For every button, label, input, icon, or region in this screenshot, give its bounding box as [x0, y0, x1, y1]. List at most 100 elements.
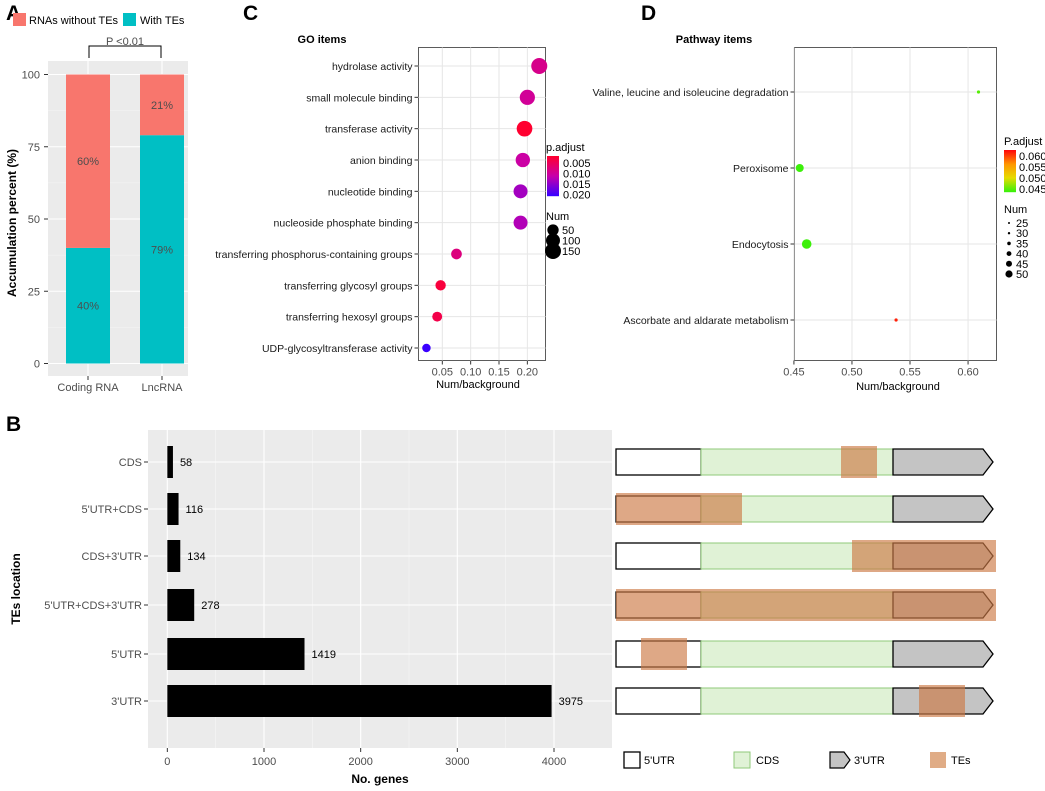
colorbar-slice: [1004, 154, 1016, 156]
data-point: [516, 120, 533, 137]
bar-data-label: 60%: [77, 156, 99, 168]
x-tick-label: 0.10: [460, 367, 481, 379]
colorbar-slice: [1004, 191, 1016, 193]
y-tick-label: CDS+3'UTR: [82, 551, 143, 563]
data-point: [513, 184, 528, 199]
y-tick-label: 5'UTR+CDS+3'UTR: [44, 600, 142, 612]
colorbar-slice: [1004, 181, 1016, 183]
colorbar-slice: [1004, 160, 1016, 162]
bars-b: 58 116 134 278 1419 3975: [167, 446, 583, 717]
colorbar-slice: [1004, 157, 1016, 159]
data-point: [976, 90, 981, 94]
colorbar-tick-label: 0.020: [563, 190, 591, 202]
size-legend-dot: [544, 242, 562, 260]
bar-segment: [140, 74, 184, 136]
panel-c: C GO items 0.05 0.10 0.15 0.20 hydrolase act…: [215, 2, 590, 391]
te-overlay: [616, 493, 742, 525]
colorbar-slice: [1004, 189, 1016, 191]
data-point: [451, 248, 462, 260]
panel-label-c: C: [243, 2, 258, 25]
colorbar-slice: [1004, 171, 1016, 173]
axes-d: 0.45 0.50 0.55 0.60 Valine, leucine and isol…: [593, 87, 979, 379]
colorbar-slice: [547, 167, 559, 169]
colorbar-slice: [547, 157, 559, 159]
colorbar-slice: [1004, 166, 1016, 168]
colorbar-slice: [1004, 169, 1016, 171]
utr3-segment: [892, 495, 994, 523]
y-tick-label: UDP-glycosyltransferase activity: [262, 343, 413, 355]
bar: [167, 493, 179, 525]
bar-data-label: 3975: [559, 696, 583, 708]
colorbar-slice: [1004, 174, 1016, 176]
y-tick-label: 5'UTR+CDS: [82, 504, 142, 516]
gene-legend: 5'UTR CDS 3'UTR TEs: [623, 751, 971, 769]
x-tick-label: 4000: [542, 756, 566, 768]
points-c: [422, 57, 548, 353]
bar-data-label: 278: [201, 600, 219, 612]
size-legend-label: 150: [562, 246, 580, 258]
te-overlay: [616, 589, 996, 621]
size-legend-label: 50: [562, 225, 574, 237]
y-tick-label: 25: [28, 286, 40, 298]
colorbar-slice: [1004, 180, 1016, 182]
bar-data-label: 21%: [151, 100, 173, 112]
utr5-segment: [615, 542, 702, 570]
colorbar-slice: [1004, 155, 1016, 157]
bar-data-label: 1419: [312, 649, 336, 661]
axes-b: 0 1000 2000 3000 4000 CDS 5'UTR+CDS CDS+3'UTR 5'…: [44, 457, 566, 768]
y-tick-label: transferase activity: [325, 124, 413, 136]
size-legend-label: 50: [1016, 269, 1028, 281]
points-d: [795, 90, 981, 322]
colorbar-slice: [547, 156, 559, 158]
x-tick-label: 1000: [252, 756, 276, 768]
colorbar-slice: [1004, 190, 1016, 192]
colorbar-tick-label: 0.060: [1019, 151, 1045, 163]
colorbar-tick-label: 0.010: [563, 169, 591, 181]
colorbar-slice: [1004, 183, 1016, 185]
panel-d: D Pathway items 0.45 0.50 0.55 0.60 Valine, …: [593, 2, 1045, 393]
colorbar-slice: [547, 176, 559, 178]
x-tick-label: 2000: [348, 756, 372, 768]
plot-frame-d: [794, 47, 997, 361]
y-tick-label: 3'UTR: [111, 696, 142, 708]
colorbar-slice: [547, 182, 559, 184]
colorbar-slice: [547, 181, 559, 183]
te-overlay: [641, 638, 687, 670]
colorbar-slice: [1004, 188, 1016, 190]
bar-data-label: 58: [180, 457, 192, 469]
legend-cds-box: [733, 751, 751, 769]
colorbar-slice: [547, 186, 559, 188]
data-point: [795, 164, 804, 172]
size-legend-dot: [547, 224, 559, 236]
x-axis-title-b: No. genes: [351, 772, 409, 786]
panel-a: A RNAs without TEs With TEs P <0.01 40%6…: [5, 2, 188, 394]
colorbar-slice: [547, 180, 559, 182]
bar-data-label: 116: [186, 504, 204, 516]
y-tick-label: 75: [28, 142, 40, 154]
colorbar-slice: [547, 168, 559, 170]
colorbar-slice: [547, 195, 559, 197]
colorbar-tick-label: 0.045: [1019, 184, 1045, 196]
panel-label-b: B: [6, 413, 21, 436]
bar: [167, 638, 305, 670]
bar-data-label: 134: [187, 551, 205, 563]
legend-5utr-label: 5'UTR: [644, 755, 675, 767]
y-tick-label: Valine, leucine and isoleucine degradati…: [593, 87, 789, 99]
colorbar-slice: [1004, 172, 1016, 174]
y-tick-label: CDS: [119, 457, 142, 469]
x-axis-title-d: Num/background: [856, 381, 940, 393]
legend-te-box: [930, 752, 946, 768]
data-point: [801, 239, 812, 249]
data-point: [531, 57, 548, 75]
colorbar-slice: [547, 159, 559, 161]
y-tick-label: transferring hexosyl groups: [286, 312, 413, 324]
colorbar-slice: [547, 164, 559, 166]
colorbar-slice: [547, 158, 559, 160]
y-tick-label: nucleoside phosphate binding: [274, 218, 413, 230]
bar-segment: [66, 247, 110, 364]
bar: [167, 446, 173, 478]
colorbar-tick-label: 0.015: [563, 179, 591, 191]
y-tick-label: 100: [22, 70, 40, 82]
